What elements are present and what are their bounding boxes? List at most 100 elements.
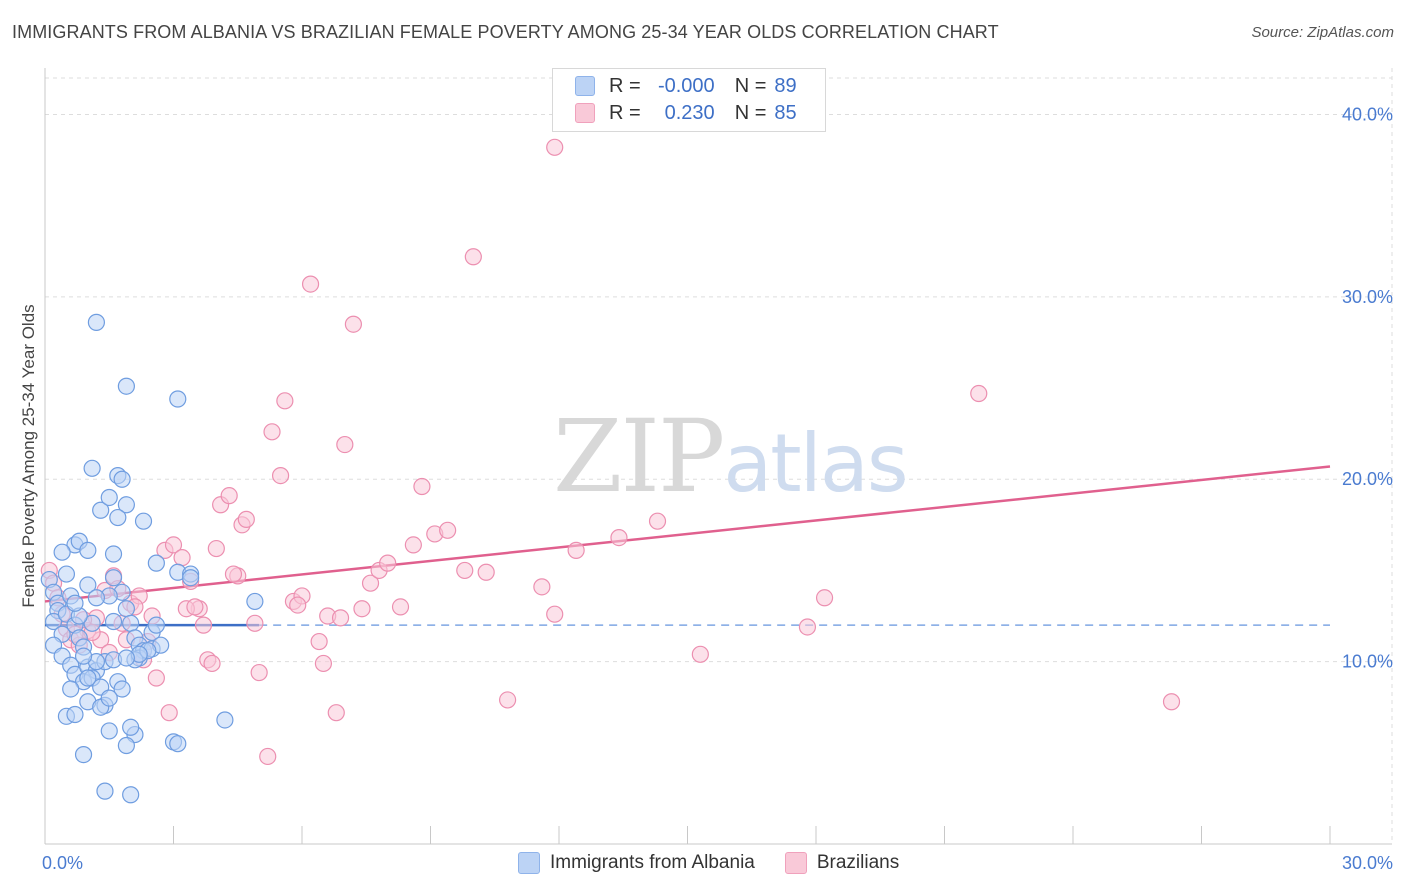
point-albania xyxy=(87,313,106,331)
point-albania xyxy=(117,496,135,514)
point-brazilians xyxy=(648,512,667,530)
point-albania xyxy=(104,545,123,563)
point-albania xyxy=(79,669,97,687)
watermark-zip: ZIP xyxy=(553,398,725,515)
y-axis-label: Female Poverty Among 25-34 Year Olds xyxy=(19,304,38,607)
point-brazilians xyxy=(344,315,362,333)
point-brazilians xyxy=(207,539,225,558)
point-brazilians xyxy=(499,691,517,709)
point-albania xyxy=(92,501,110,519)
point-albania xyxy=(100,689,118,707)
point-albania xyxy=(117,736,135,755)
point-brazilians xyxy=(160,704,178,722)
point-albania xyxy=(57,565,76,583)
point-brazilians xyxy=(173,549,191,567)
y-tick-label: 30.0% xyxy=(1342,287,1393,307)
axes xyxy=(44,68,1392,845)
chart-title: IMMIGRANTS FROM ALBANIA VS BRAZILIAN FEM… xyxy=(12,22,999,42)
point-albania xyxy=(66,705,84,724)
point-brazilians xyxy=(271,466,290,485)
point-brazilians xyxy=(477,563,495,581)
point-albania xyxy=(96,782,114,800)
legend-swatch-albania xyxy=(575,76,595,96)
watermark-atlas: atlas xyxy=(723,417,908,510)
point-albania xyxy=(74,746,93,764)
point-brazilians xyxy=(147,669,165,687)
point-brazilians xyxy=(691,645,709,663)
series-legend-label-brazilians: Brazilians xyxy=(816,852,900,873)
series-legend-label-albania: Immigrants from Albania xyxy=(550,852,755,873)
legend-n-value: 89 xyxy=(774,74,797,97)
point-albania xyxy=(66,594,84,612)
point-brazilians xyxy=(546,138,564,156)
y-tick-label: 40.0% xyxy=(1342,104,1393,124)
point-brazilians xyxy=(250,663,268,682)
point-brazilians xyxy=(404,536,422,554)
point-albania xyxy=(83,459,101,477)
point-albania xyxy=(79,541,97,559)
point-brazilians xyxy=(246,614,264,632)
legend-n-value: 85 xyxy=(774,101,797,124)
point-albania xyxy=(79,576,97,594)
point-brazilians xyxy=(815,589,834,607)
point-brazilians xyxy=(224,565,243,583)
point-albania xyxy=(87,589,106,607)
point-albania xyxy=(74,647,93,665)
legend-r-label: R = xyxy=(609,74,641,97)
point-brazilians xyxy=(391,598,410,616)
watermark: ZIPatlas xyxy=(553,398,909,515)
point-brazilians xyxy=(336,435,354,454)
data-points xyxy=(40,138,1181,804)
legend-r-label: R = xyxy=(609,101,641,124)
source-label: Source: ZipAtlas.com xyxy=(1251,24,1394,41)
point-albania xyxy=(216,711,234,729)
point-brazilians xyxy=(314,654,333,673)
series-legend-swatch-albania xyxy=(518,852,540,874)
point-brazilians xyxy=(361,574,380,592)
x-tick-label-max: 30.0% xyxy=(1342,853,1393,873)
correlation-legend: R = -0.000 N = 89 R = 0.230 N = 85 xyxy=(552,68,826,132)
point-albania xyxy=(147,554,165,572)
point-brazilians xyxy=(203,654,221,673)
point-albania xyxy=(117,377,135,395)
point-albania xyxy=(104,569,123,587)
point-brazilians xyxy=(798,618,817,636)
point-albania xyxy=(83,614,101,632)
point-albania xyxy=(246,592,264,611)
point-brazilians xyxy=(194,616,213,634)
point-brazilians xyxy=(263,423,281,441)
point-albania xyxy=(62,680,80,698)
point-brazilians xyxy=(164,536,183,554)
point-albania xyxy=(113,470,131,488)
series-legend-swatch-brazilians xyxy=(784,852,807,874)
point-albania xyxy=(122,614,140,632)
y-tick-label: 10.0% xyxy=(1342,652,1393,672)
x-tick-label-min: 0.0% xyxy=(42,853,83,873)
point-brazilians xyxy=(259,747,277,766)
point-albania xyxy=(100,722,118,740)
y-tick-label: 20.0% xyxy=(1342,469,1393,489)
point-brazilians xyxy=(413,477,431,496)
trend-line-brazilians xyxy=(44,465,1331,603)
tick-labels: 10.0% 20.0% 30.0% 40.0% 0.0% 30.0% xyxy=(42,104,1393,873)
point-albania xyxy=(122,786,140,804)
point-brazilians xyxy=(276,392,294,410)
point-albania xyxy=(109,508,127,527)
point-albania xyxy=(100,488,118,507)
legend-n-label: N = xyxy=(734,74,767,97)
point-brazilians xyxy=(220,487,238,505)
point-brazilians xyxy=(353,600,371,618)
legend-r-value: 0.230 xyxy=(664,101,715,124)
point-albania xyxy=(169,735,187,753)
point-brazilians xyxy=(237,510,255,528)
point-albania xyxy=(122,718,140,736)
point-brazilians xyxy=(970,384,988,403)
point-brazilians xyxy=(567,541,585,559)
point-brazilians xyxy=(289,596,307,614)
legend-row-albania: R = -0.000 N = 89 xyxy=(575,73,797,99)
point-brazilians xyxy=(546,605,564,623)
point-brazilians xyxy=(301,275,320,293)
point-brazilians xyxy=(379,554,397,572)
point-brazilians xyxy=(327,704,345,722)
